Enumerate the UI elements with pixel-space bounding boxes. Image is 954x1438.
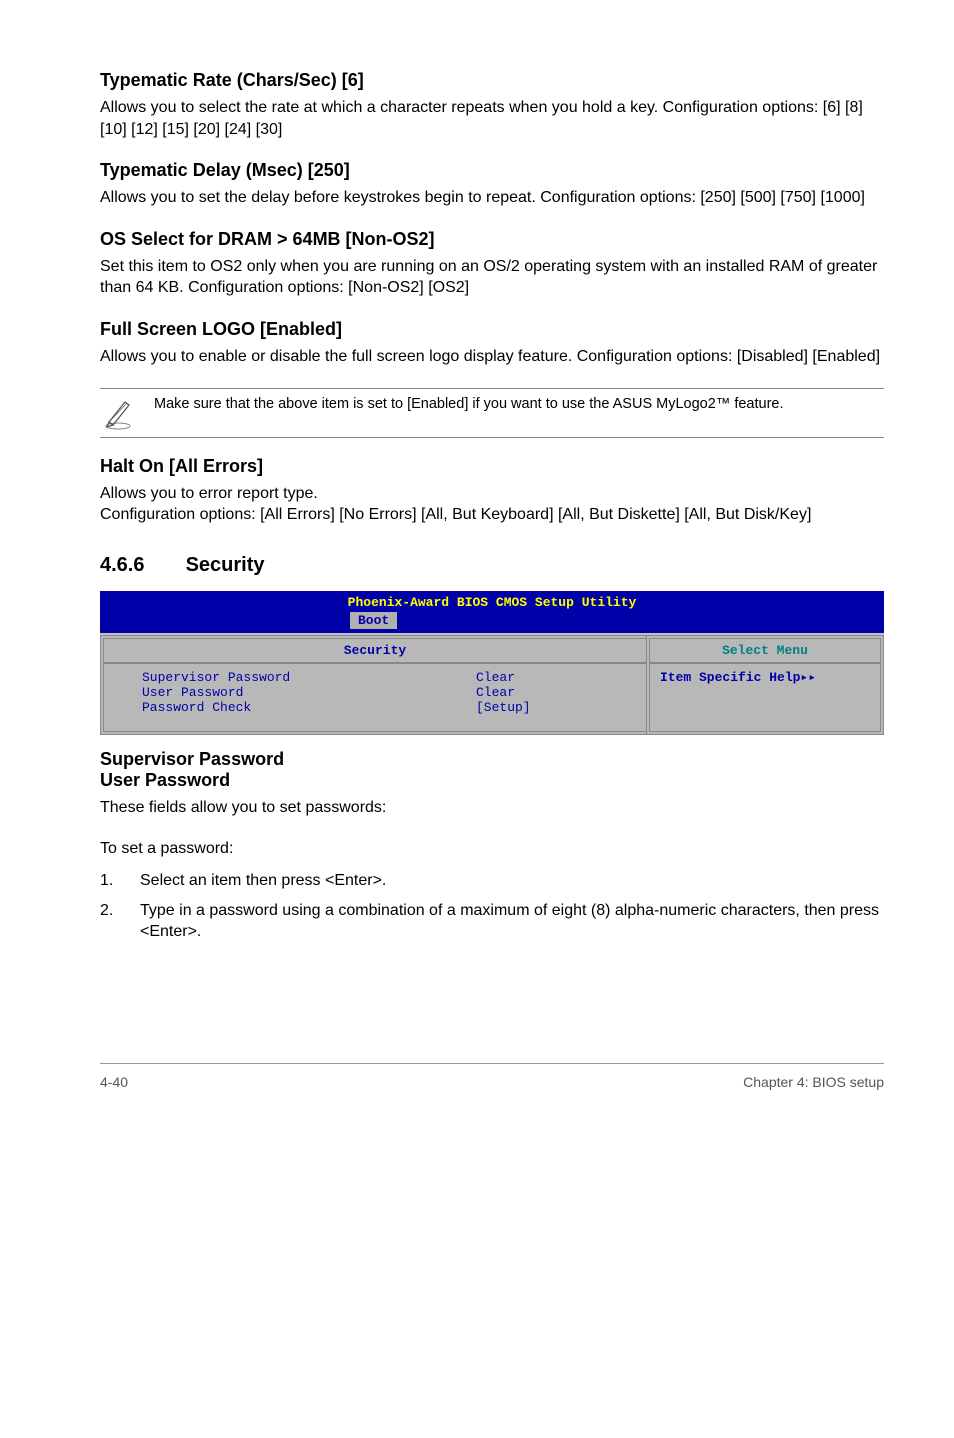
bios-right-panel: Select Menu Item Specific Help▸▸ <box>646 635 884 735</box>
heading-typematic-rate: Typematic Rate (Chars/Sec) [6] <box>100 70 884 91</box>
body-typematic-rate: Allows you to select the rate at which a… <box>100 97 884 140</box>
bios-title: Phoenix-Award BIOS CMOS Setup Utility <box>100 591 884 612</box>
bios-row-label: User Password <box>142 685 476 700</box>
heading-halt-on: Halt On [All Errors] <box>100 456 884 477</box>
bios-row-value: Clear <box>476 670 626 685</box>
heading-supervisor-password: Supervisor Password <box>100 749 884 770</box>
bios-row-label: Password Check <box>142 700 476 715</box>
bios-row-value: Clear <box>476 685 626 700</box>
heading-typematic-delay: Typematic Delay (Msec) [250] <box>100 160 884 181</box>
heading-security-section: 4.6.6 Security <box>100 554 884 577</box>
body-halt-on-1: Allows you to error report type. <box>100 483 884 505</box>
list-number: 1. <box>100 870 140 892</box>
bios-right-content: Item Specific Help▸▸ <box>650 664 880 701</box>
page-footer: 4-40 Chapter 4: BIOS setup <box>100 1063 884 1090</box>
body-os-select: Set this item to OS2 only when you are r… <box>100 256 884 299</box>
bios-right-header: Select Menu <box>650 639 880 664</box>
bios-row-label: Supervisor Password <box>142 670 476 685</box>
bios-row: Supervisor Password Clear <box>104 670 646 685</box>
footer-page-number: 4-40 <box>100 1074 128 1090</box>
footer-chapter: Chapter 4: BIOS setup <box>743 1074 884 1090</box>
bios-left-header: Security <box>104 639 646 664</box>
section-number: 4.6.6 <box>100 554 180 577</box>
bios-row: User Password Clear <box>104 685 646 700</box>
subhead-to-set-password: To set a password: <box>100 838 884 860</box>
body-full-screen-logo: Allows you to enable or disable the full… <box>100 346 884 368</box>
note-box: Make sure that the above item is set to … <box>100 388 884 438</box>
section-title: Security <box>186 554 265 576</box>
password-steps-list: 1. Select an item then press <Enter>. 2.… <box>100 870 884 943</box>
heading-user-password: User Password <box>100 770 884 791</box>
note-text: Make sure that the above item is set to … <box>154 395 784 415</box>
list-item: 1. Select an item then press <Enter>. <box>100 870 884 892</box>
bios-left-panel: Security Supervisor Password Clear User … <box>100 635 646 735</box>
heading-full-screen-logo: Full Screen LOGO [Enabled] <box>100 319 884 340</box>
body-typematic-delay: Allows you to set the delay before keyst… <box>100 187 884 209</box>
bios-tab-boot: Boot <box>350 612 397 629</box>
bios-row: Password Check [Setup] <box>104 700 646 715</box>
heading-os-select: OS Select for DRAM > 64MB [Non-OS2] <box>100 229 884 250</box>
bios-row-value: [Setup] <box>476 700 626 715</box>
bios-screenshot: Phoenix-Award BIOS CMOS Setup Utility Bo… <box>100 591 884 735</box>
bios-menubar: Boot <box>100 612 884 633</box>
list-item: 2. Type in a password using a combinatio… <box>100 900 884 943</box>
body-halt-on-2: Configuration options: [All Errors] [No … <box>100 504 884 526</box>
list-text: Select an item then press <Enter>. <box>140 870 386 892</box>
list-number: 2. <box>100 900 140 943</box>
list-text: Type in a password using a combination o… <box>140 900 884 943</box>
pencil-icon <box>100 395 136 431</box>
body-passwords-intro: These fields allow you to set passwords: <box>100 797 884 819</box>
